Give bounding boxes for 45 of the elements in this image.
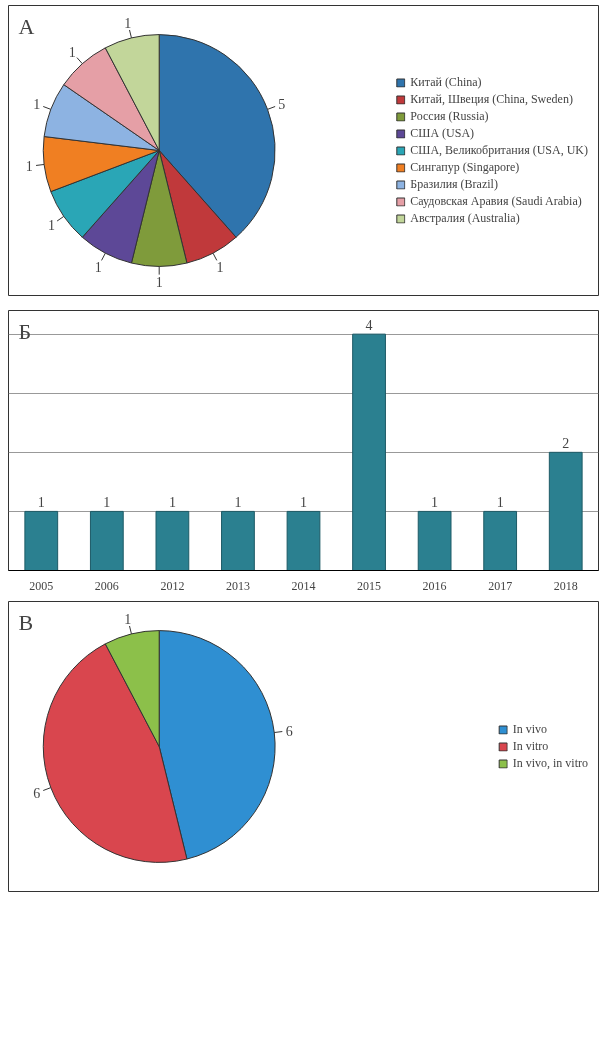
chart-title: В xyxy=(18,609,34,635)
data-label: 1 xyxy=(155,274,163,290)
x-tick-label: 2012 xyxy=(160,578,185,593)
legend-label: Сингапур (Singapore) xyxy=(410,159,520,175)
data-label: 1 xyxy=(234,495,242,511)
data-label: 1 xyxy=(124,612,132,628)
legend-label: Бразилия (Brazil) xyxy=(410,176,498,192)
x-tick-label: 2016 xyxy=(422,578,447,593)
data-label: 1 xyxy=(33,97,41,113)
data-label: 1 xyxy=(168,495,176,511)
x-tick-label: 2005 xyxy=(29,578,54,593)
x-tick-label: 2006 xyxy=(94,578,119,593)
data-label: 6 xyxy=(33,785,41,801)
legend-label: США (USA) xyxy=(410,125,475,141)
data-label: 5 xyxy=(278,97,286,113)
x-tick-label: 2015 xyxy=(357,578,382,593)
legend-label: In vitro xyxy=(512,738,549,754)
data-label: 4 xyxy=(365,318,373,334)
data-label: 1 xyxy=(25,159,33,175)
x-tick-label: 2017 xyxy=(488,578,513,593)
chart-title: А xyxy=(18,13,35,39)
legend-label: Китай, Швеция (China, Sweden) xyxy=(410,91,573,107)
legend-label: Китай (China) xyxy=(410,74,482,90)
data-label: 1 xyxy=(216,259,224,275)
x-tick-label: 2014 xyxy=(291,578,316,593)
data-label: 1 xyxy=(37,495,45,511)
legend-label: In vivo xyxy=(512,721,548,737)
data-label: 1 xyxy=(496,495,504,511)
legend-label: США, Великобритания (USA, UK) xyxy=(410,142,588,158)
data-label: 6 xyxy=(285,723,293,739)
legend-label: Россия (Russia) xyxy=(410,108,489,124)
chart-title: Б xyxy=(18,318,32,344)
legend-label: In vivo, in vitro xyxy=(512,755,588,771)
data-label: 1 xyxy=(47,217,55,233)
data-label: 1 xyxy=(300,495,307,511)
x-tick-label: 2018 xyxy=(553,578,578,593)
data-label: 1 xyxy=(124,16,132,32)
data-label: 1 xyxy=(431,495,439,511)
data-label: 1 xyxy=(94,259,102,275)
data-label: 1 xyxy=(68,45,76,61)
data-label: 1 xyxy=(103,495,111,511)
legend-label: Австралия (Australia) xyxy=(410,210,520,226)
x-tick-label: 2013 xyxy=(225,578,250,593)
data-label: 2 xyxy=(562,436,570,452)
legend-label: Саудовская Аравия (Saudi Arabia) xyxy=(410,193,582,209)
